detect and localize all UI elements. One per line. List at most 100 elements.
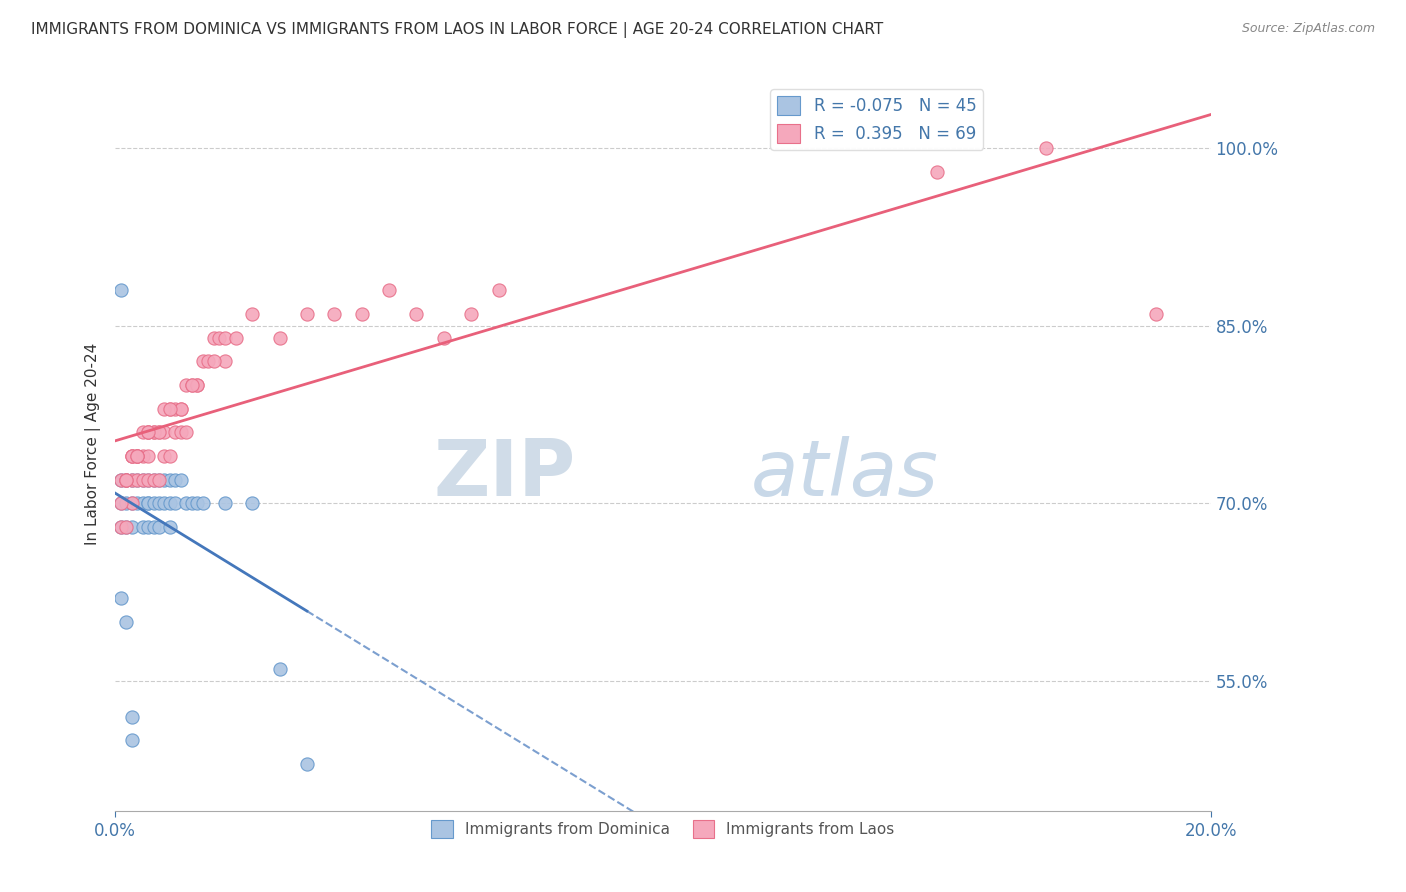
Text: Source: ZipAtlas.com: Source: ZipAtlas.com [1241, 22, 1375, 36]
Point [142, 473, 165, 487]
Point [488, 284, 510, 298]
Point [295, 307, 318, 321]
Point [925, 165, 948, 179]
Point [121, 733, 143, 747]
Point [136, 520, 159, 534]
Point [115, 520, 138, 534]
Point [136, 496, 159, 510]
Point [295, 756, 318, 771]
Point [131, 449, 153, 463]
Point [136, 449, 159, 463]
Point [121, 709, 143, 723]
Point [159, 401, 181, 416]
Point [115, 473, 138, 487]
Point [269, 662, 291, 676]
Point [186, 496, 208, 510]
Point [153, 449, 176, 463]
Point [240, 496, 263, 510]
Point [127, 449, 149, 463]
Point [127, 449, 149, 463]
Point [180, 496, 202, 510]
Point [180, 378, 202, 392]
Point [142, 520, 165, 534]
Point [433, 331, 456, 345]
Point [110, 591, 132, 606]
Point [165, 425, 187, 440]
Point [153, 401, 176, 416]
Point [170, 425, 193, 440]
Point [136, 496, 159, 510]
Point [115, 473, 138, 487]
Legend: Immigrants from Dominica, Immigrants from Laos: Immigrants from Dominica, Immigrants fro… [425, 814, 901, 844]
Point [170, 473, 193, 487]
Point [1144, 307, 1167, 321]
Point [115, 473, 138, 487]
Point [170, 401, 193, 416]
Point [1035, 141, 1057, 155]
Point [121, 473, 143, 487]
Point [110, 496, 132, 510]
Text: atlas: atlas [751, 435, 938, 512]
Point [225, 331, 247, 345]
Point [127, 449, 149, 463]
Point [115, 496, 138, 510]
Point [131, 473, 153, 487]
Point [214, 496, 236, 510]
Point [240, 307, 263, 321]
Point [142, 425, 165, 440]
Point [121, 449, 143, 463]
Point [165, 473, 187, 487]
Point [153, 425, 176, 440]
Point [191, 496, 214, 510]
Point [131, 425, 153, 440]
Point [121, 496, 143, 510]
Point [176, 496, 198, 510]
Point [121, 449, 143, 463]
Point [148, 520, 170, 534]
Point [202, 354, 225, 368]
Text: ZIP: ZIP [433, 435, 575, 512]
Point [136, 473, 159, 487]
Point [110, 473, 132, 487]
Text: IMMIGRANTS FROM DOMINICA VS IMMIGRANTS FROM LAOS IN LABOR FORCE | AGE 20-24 CORR: IMMIGRANTS FROM DOMINICA VS IMMIGRANTS F… [31, 22, 883, 38]
Point [159, 401, 181, 416]
Point [202, 331, 225, 345]
Point [153, 496, 176, 510]
Point [136, 473, 159, 487]
Point [148, 496, 170, 510]
Point [142, 473, 165, 487]
Point [214, 354, 236, 368]
Point [131, 520, 153, 534]
Point [208, 331, 231, 345]
Point [110, 284, 132, 298]
Point [115, 615, 138, 629]
Point [121, 473, 143, 487]
Point [121, 449, 143, 463]
Point [180, 378, 202, 392]
Point [110, 496, 132, 510]
Point [165, 496, 187, 510]
Point [191, 354, 214, 368]
Point [110, 520, 132, 534]
Point [121, 520, 143, 534]
Point [127, 496, 149, 510]
Point [115, 473, 138, 487]
Point [115, 520, 138, 534]
Point [142, 496, 165, 510]
Point [170, 401, 193, 416]
Point [186, 378, 208, 392]
Point [269, 331, 291, 345]
Point [131, 496, 153, 510]
Point [148, 425, 170, 440]
Point [460, 307, 482, 321]
Point [148, 473, 170, 487]
Point [110, 520, 132, 534]
Point [159, 449, 181, 463]
Point [378, 284, 401, 298]
Point [165, 401, 187, 416]
Point [127, 473, 149, 487]
Point [197, 354, 219, 368]
Point [148, 473, 170, 487]
Point [159, 496, 181, 510]
Point [176, 378, 198, 392]
